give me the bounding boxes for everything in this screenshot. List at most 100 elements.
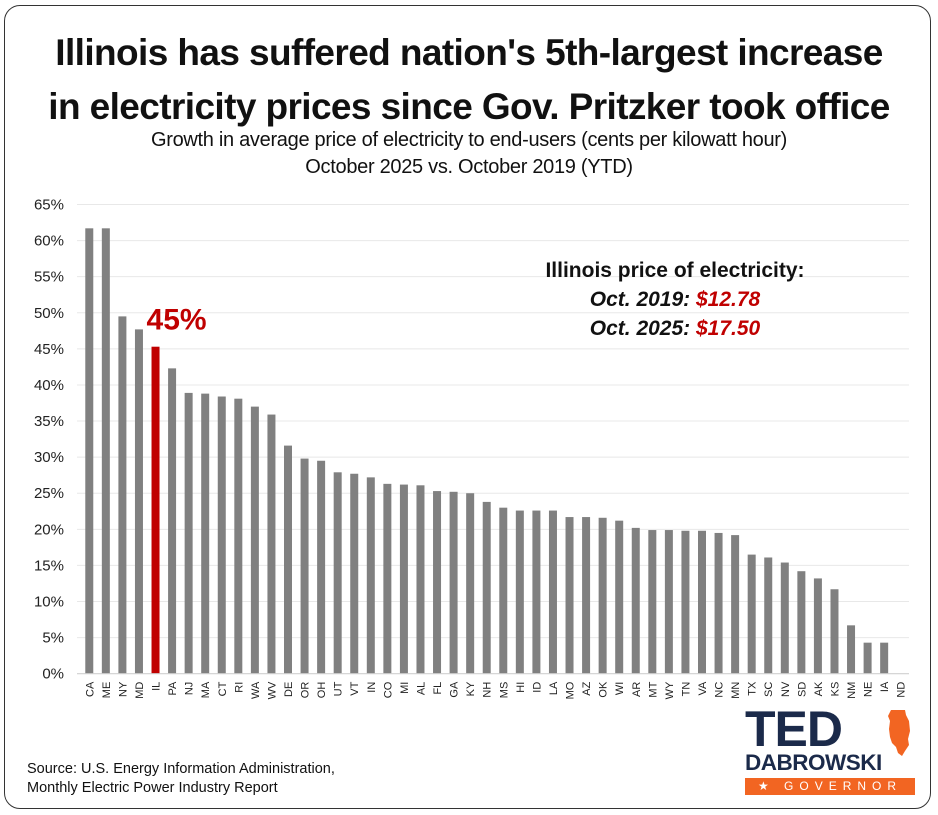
x-tick-label-ks: KS [829, 682, 841, 697]
bar-oh [317, 460, 326, 674]
x-tick-label-wi: WI [614, 682, 626, 695]
y-tick-label: 10% [34, 594, 64, 611]
bar-ak [813, 578, 822, 674]
bar-wi [615, 520, 624, 674]
x-tick-label-me: ME [101, 682, 113, 699]
bar-ar [631, 527, 640, 674]
annotation-value-2019: $12.78 [696, 288, 761, 311]
x-tick-label-mt: MT [647, 681, 659, 697]
logo-name-bottom: DABROWSKI [745, 750, 882, 775]
x-tick-label-mi: MI [399, 682, 411, 694]
x-tick-label-ct: CT [217, 681, 229, 696]
bar-co [383, 483, 392, 674]
bar-wa [250, 406, 259, 674]
x-tick-label-wy: WY [664, 681, 676, 699]
bar-pa [168, 368, 177, 674]
y-tick-label: 50% [34, 305, 64, 322]
y-tick-label: 55% [34, 269, 64, 286]
highlight-callout-label: 45% [147, 304, 207, 337]
x-tick-label-ga: GA [449, 681, 461, 698]
x-tick-label-ne: NE [863, 682, 875, 697]
x-tick-label-nc: NC [714, 682, 726, 698]
annotation-row-2019: Oct. 2019: $12.78 [500, 285, 850, 314]
x-tick-label-nm: NM [846, 682, 858, 699]
bar-ut [333, 472, 342, 674]
y-tick-label: 25% [34, 485, 64, 502]
x-tick-label-de: DE [283, 682, 295, 697]
bar-mt [648, 530, 657, 674]
title-line-2: in electricity prices since Gov. Pritzke… [48, 86, 890, 127]
annotation-label-2025: Oct. 2025: [589, 317, 691, 340]
bar-or [300, 458, 309, 674]
bar-ca [85, 228, 94, 674]
bar-ms [499, 507, 508, 674]
chart-title: Illinois has suffered nation's 5th-large… [0, 26, 938, 134]
y-tick-label: 20% [34, 521, 64, 538]
illinois-state-icon [888, 710, 910, 756]
x-tick-label-in: IN [366, 682, 378, 693]
x-tick-label-or: OR [300, 682, 312, 699]
x-tick-label-tn: TN [680, 682, 692, 697]
subtitle-line-2: October 2025 vs. October 2019 (YTD) [305, 156, 633, 178]
bar-in [366, 477, 375, 674]
y-tick-label: 60% [34, 233, 64, 250]
y-tick-label: 15% [34, 557, 64, 574]
x-tick-label-nh: NH [482, 682, 494, 698]
bar-la [548, 510, 557, 674]
bar-ia [880, 642, 889, 674]
x-tick-label-mo: MO [565, 681, 577, 699]
source-line-1: Source: U.S. Energy Information Administ… [27, 761, 335, 777]
x-axis-labels: CA ME NY MD IL PA NJ MA CT RI WA WV DE OR OH UT VT IN CO MI… [84, 681, 907, 699]
y-tick-label: 35% [34, 413, 64, 430]
campaign-logo: TED DABROWSKI ★ GOVERNOR ★ [745, 704, 915, 810]
annotation-value-2025: $17.50 [696, 317, 761, 340]
x-tick-label-il: IL [151, 682, 163, 691]
source-note: Source: U.S. Energy Information Administ… [27, 760, 335, 798]
bar-nm [847, 625, 856, 674]
illinois-price-annotation: Illinois price of electricity: Oct. 2019… [500, 256, 850, 343]
x-tick-label-az: AZ [581, 681, 593, 695]
x-tick-label-ny: NY [117, 681, 129, 697]
bar-ks [830, 589, 839, 674]
x-tick-label-ar: AR [631, 682, 643, 697]
x-tick-label-sc: SC [763, 682, 775, 697]
source-line-2: Monthly Electric Power Industry Report [27, 780, 278, 796]
x-tick-label-mn: MN [730, 682, 742, 699]
x-tick-label-oh: OH [316, 682, 328, 699]
title-line-1: Illinois has suffered nation's 5th-large… [55, 32, 883, 73]
bar-fl [433, 491, 442, 674]
x-tick-label-ms: MS [498, 682, 510, 699]
annotation-label-2019: Oct. 2019: [589, 288, 691, 311]
x-tick-label-ky: KY [465, 681, 477, 696]
y-tick-label: 65% [34, 197, 64, 214]
x-tick-label-vt: VT [349, 681, 361, 695]
bars [85, 228, 889, 674]
x-tick-label-ma: MA [200, 681, 212, 698]
bar-ga [449, 491, 458, 674]
x-tick-label-ia: IA [879, 681, 891, 692]
bar-nh [482, 501, 491, 674]
x-tick-label-tx: TX [747, 681, 759, 696]
x-tick-label-ri: RI [233, 682, 245, 693]
bar-de [284, 445, 292, 674]
x-tick-label-ca: CA [84, 681, 96, 697]
x-tick-label-co: CO [382, 681, 394, 698]
y-axis-ticks: 0% 5% 10% 15% 20% 25% 30% 35% 40% 45% 50% 55% 60% 65% [34, 197, 64, 683]
bar-az [582, 517, 591, 674]
y-tick-label: 45% [34, 341, 64, 358]
bar-hi [515, 510, 524, 674]
bar-ny [118, 316, 127, 674]
bar-wy [664, 530, 673, 674]
x-tick-label-va: VA [697, 681, 709, 696]
bar-nj [184, 392, 193, 674]
bar-va [698, 530, 706, 674]
bar-mo [565, 517, 574, 674]
annotation-heading: Illinois price of electricity: [545, 259, 805, 282]
bar-sd [797, 571, 806, 674]
bar-nc [714, 532, 723, 674]
x-tick-label-wv: WV [266, 681, 278, 699]
x-tick-label-pa: PA [167, 681, 179, 696]
x-tick-label-fl: FL [432, 682, 444, 695]
x-tick-label-ak: AK [813, 681, 825, 696]
bar-ky [466, 493, 475, 674]
